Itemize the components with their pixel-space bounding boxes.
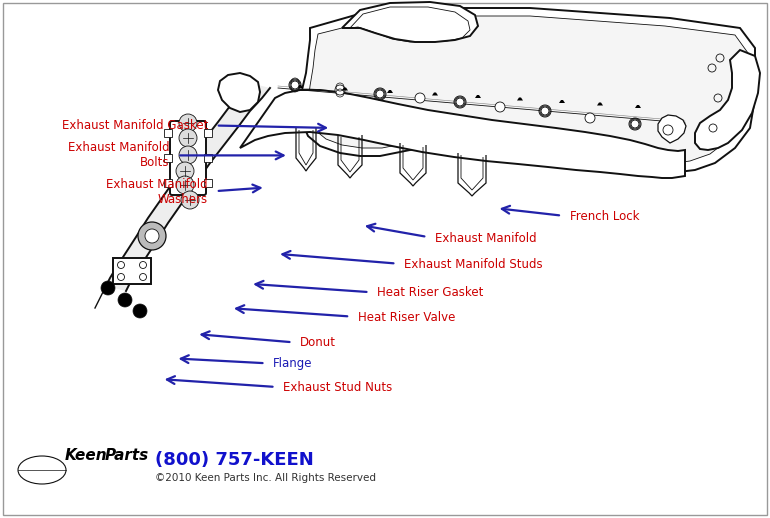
Polygon shape xyxy=(432,93,438,95)
Text: Exhaust Manifold Gasket: Exhaust Manifold Gasket xyxy=(62,119,208,132)
Text: Exhaust Manifold: Exhaust Manifold xyxy=(435,232,537,245)
Text: French Lock: French Lock xyxy=(570,210,639,223)
Circle shape xyxy=(540,106,550,116)
Circle shape xyxy=(631,120,639,128)
Circle shape xyxy=(456,98,464,106)
Circle shape xyxy=(630,119,640,129)
Polygon shape xyxy=(240,90,685,178)
Circle shape xyxy=(179,129,197,147)
Polygon shape xyxy=(204,129,212,137)
Circle shape xyxy=(376,90,384,98)
Text: Heat Riser Gasket: Heat Riser Gasket xyxy=(377,286,484,299)
Circle shape xyxy=(495,102,505,112)
Polygon shape xyxy=(164,129,172,137)
Polygon shape xyxy=(559,100,565,103)
Circle shape xyxy=(133,304,147,318)
FancyBboxPatch shape xyxy=(113,258,151,284)
Text: Parts: Parts xyxy=(105,449,149,464)
Polygon shape xyxy=(106,83,270,291)
Text: Flange: Flange xyxy=(273,357,313,370)
Circle shape xyxy=(541,107,549,115)
Text: Exhaust Manifold
Bolts: Exhaust Manifold Bolts xyxy=(68,141,169,169)
Text: Exhaust Manifold Studs: Exhaust Manifold Studs xyxy=(404,257,543,271)
Polygon shape xyxy=(308,16,748,164)
Polygon shape xyxy=(597,103,603,106)
Polygon shape xyxy=(387,90,393,93)
Text: Heat Riser Valve: Heat Riser Valve xyxy=(358,310,455,324)
Circle shape xyxy=(375,89,385,99)
FancyBboxPatch shape xyxy=(170,121,206,195)
Circle shape xyxy=(176,162,194,180)
Circle shape xyxy=(335,85,345,95)
Circle shape xyxy=(663,125,673,135)
Circle shape xyxy=(138,222,166,250)
Circle shape xyxy=(101,281,115,295)
Text: Keen: Keen xyxy=(65,449,108,464)
Polygon shape xyxy=(300,8,755,173)
Text: Exhaust Stud Nuts: Exhaust Stud Nuts xyxy=(283,381,393,394)
Polygon shape xyxy=(635,105,641,108)
Text: (800) 757-KEEN: (800) 757-KEEN xyxy=(155,451,313,469)
Polygon shape xyxy=(475,95,481,98)
Polygon shape xyxy=(204,179,212,187)
Polygon shape xyxy=(164,179,172,187)
Circle shape xyxy=(176,176,194,194)
Polygon shape xyxy=(204,154,212,162)
Circle shape xyxy=(290,80,300,90)
Circle shape xyxy=(291,81,299,89)
Polygon shape xyxy=(658,115,686,143)
Polygon shape xyxy=(218,73,260,112)
Circle shape xyxy=(455,97,465,107)
Text: ©2010 Keen Parts Inc. All Rights Reserved: ©2010 Keen Parts Inc. All Rights Reserve… xyxy=(155,473,376,483)
Polygon shape xyxy=(517,97,523,100)
Polygon shape xyxy=(297,85,303,88)
Circle shape xyxy=(179,114,197,132)
Circle shape xyxy=(181,191,199,209)
Polygon shape xyxy=(164,154,172,162)
Ellipse shape xyxy=(18,456,66,484)
Text: Donut: Donut xyxy=(300,336,336,350)
Polygon shape xyxy=(695,50,760,150)
Circle shape xyxy=(118,293,132,307)
Polygon shape xyxy=(342,2,478,42)
Circle shape xyxy=(585,113,595,123)
Text: Exhaust Manifold
Washers: Exhaust Manifold Washers xyxy=(106,178,208,206)
Circle shape xyxy=(145,229,159,243)
Polygon shape xyxy=(342,88,348,91)
Circle shape xyxy=(179,146,197,164)
Circle shape xyxy=(415,93,425,103)
